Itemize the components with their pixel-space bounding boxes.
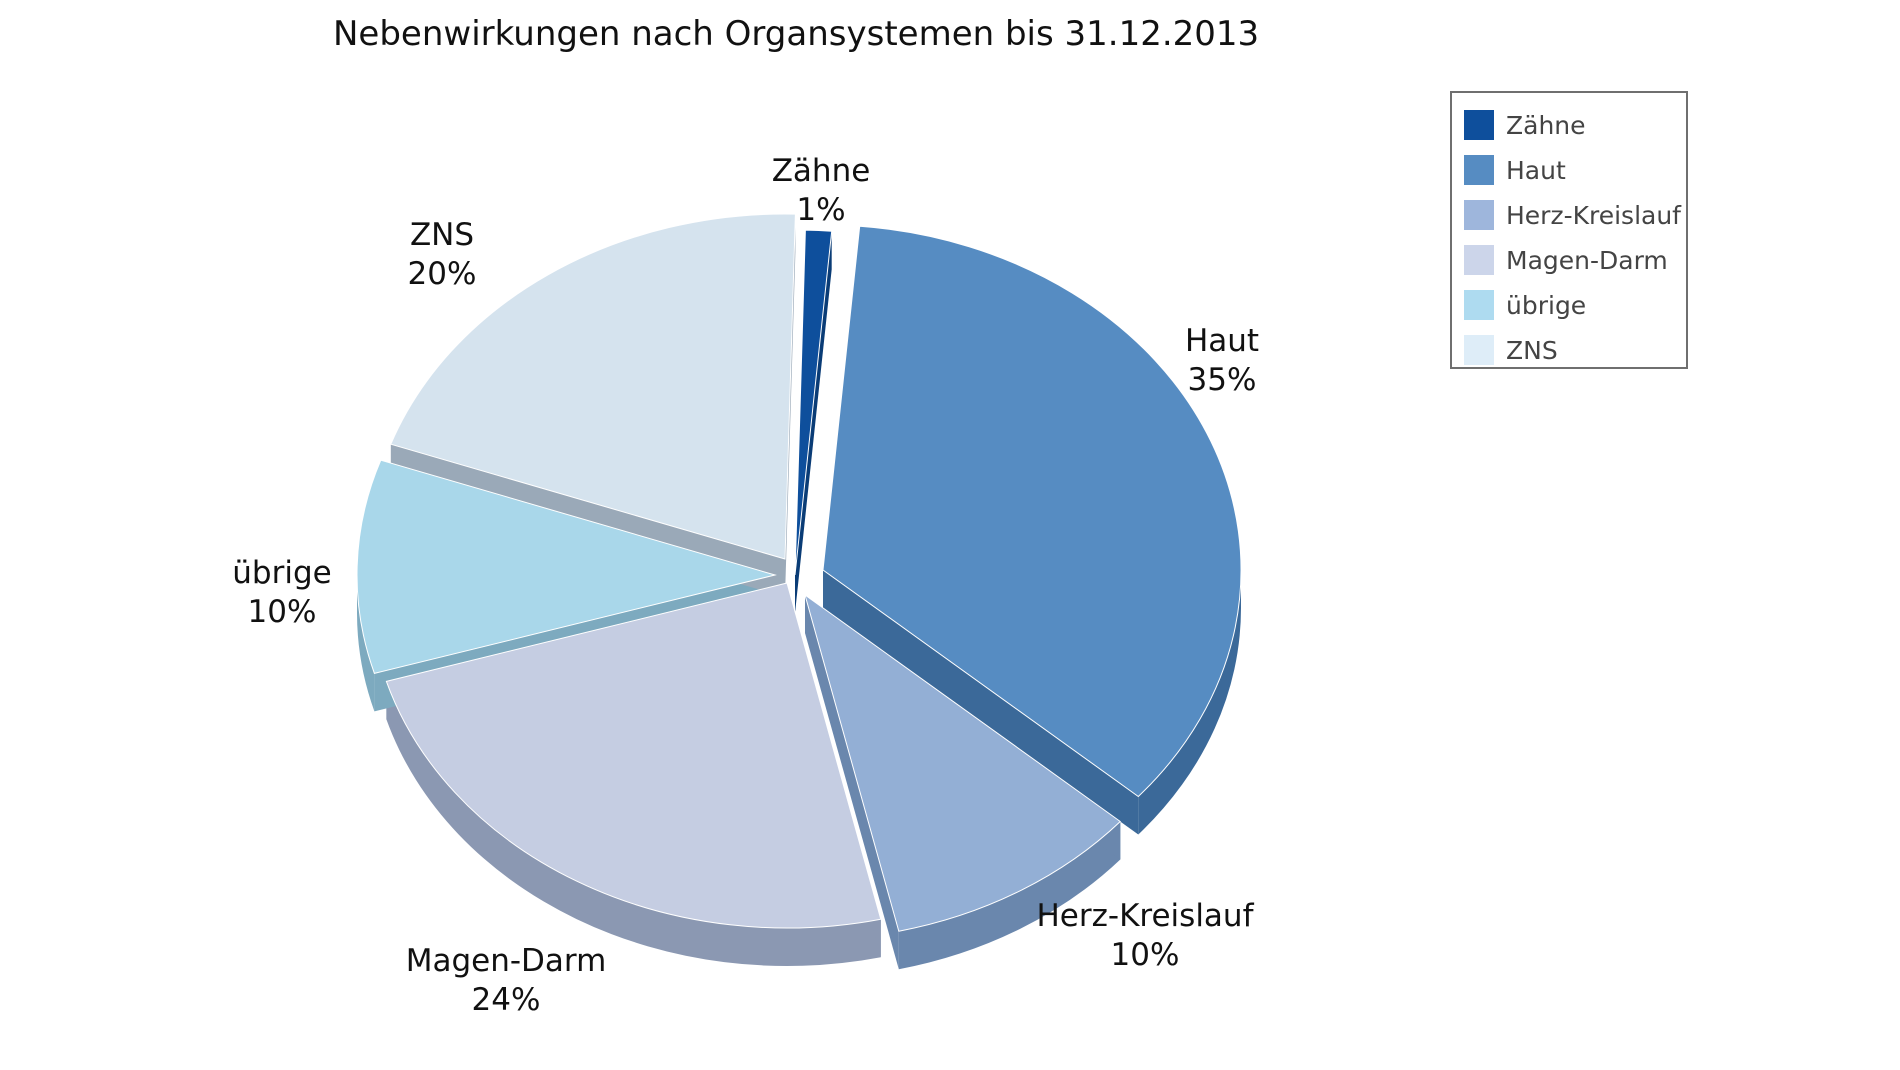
slice-label-zns: ZNS 20% <box>312 216 572 294</box>
legend-label-uebrige: übrige <box>1506 290 1587 320</box>
legend-label-zaehne: Zähne <box>1506 110 1586 140</box>
legend-item-herz-kreislauf: Herz-Kreislauf <box>1464 197 1681 233</box>
chart-title: Nebenwirkungen nach Organsystemen bis 31… <box>333 14 1260 54</box>
slice-label-uebrige-name: übrige <box>232 555 332 591</box>
slice-label-haut: Haut 35% <box>1092 322 1352 400</box>
pie-tops <box>356 213 1242 932</box>
slice-label-magen-darm-value: 24% <box>471 982 541 1018</box>
slice-label-haut-name: Haut <box>1184 323 1260 359</box>
pie-slice-zns <box>390 213 796 560</box>
legend-item-zns: ZNS <box>1464 332 1558 368</box>
legend-label-zns: ZNS <box>1506 335 1558 365</box>
slice-label-zaehne: Zähne 1% <box>691 152 951 230</box>
pie-slice-edge-zaehne-1 <box>795 231 832 614</box>
legend-item-magen-darm: Magen-Darm <box>1464 242 1668 278</box>
slice-label-zaehne-value: 1% <box>796 192 846 228</box>
pie-slice-edge-haut-1 <box>823 570 1139 835</box>
pie-slice-side-haut <box>1138 570 1241 835</box>
pie-slice-magen-darm <box>385 582 882 929</box>
slice-label-uebrige-value: 10% <box>247 594 317 630</box>
pie-slice-side-herz-kreislauf <box>898 821 1121 970</box>
legend-label-magen-darm: Magen-Darm <box>1506 245 1668 275</box>
legend: Zähne Haut Herz-Kreislauf Magen-Darm übr… <box>1450 91 1688 369</box>
pie-slice-zaehne <box>794 229 833 576</box>
slice-label-herz-kreislauf-value: 10% <box>1110 937 1180 973</box>
legend-swatch-herz-kreislauf <box>1464 200 1494 230</box>
pie-slice-herz-kreislauf <box>804 593 1122 932</box>
pie-slice-haut <box>822 225 1242 798</box>
pie-slice-side-magen-darm <box>386 681 881 966</box>
legend-item-uebrige: übrige <box>1464 287 1586 323</box>
slice-label-zns-name: ZNS <box>409 217 475 253</box>
slice-label-herz-kreislauf: Herz-Kreislauf 10% <box>1015 897 1275 975</box>
pie-slice-edge-herz-kreislauf-1 <box>805 595 899 970</box>
pie-slice-uebrige <box>356 459 777 674</box>
slice-label-zns-value: 20% <box>407 256 477 292</box>
slice-label-haut-value: 35% <box>1187 362 1257 398</box>
slice-label-uebrige: übrige 10% <box>152 554 412 632</box>
slice-label-magen-darm-name: Magen-Darm <box>405 943 607 979</box>
legend-swatch-zns <box>1464 335 1494 365</box>
slice-label-herz-kreislauf-name: Herz-Kreislauf <box>1036 898 1254 934</box>
legend-item-haut: Haut <box>1464 152 1566 188</box>
legend-swatch-haut <box>1464 155 1494 185</box>
pie-slice-side-uebrige <box>357 575 375 712</box>
slice-label-zaehne-name: Zähne <box>771 153 871 189</box>
legend-label-herz-kreislauf: Herz-Kreislauf <box>1506 200 1681 230</box>
legend-item-zaehne: Zähne <box>1464 107 1586 143</box>
legend-label-haut: Haut <box>1506 155 1566 185</box>
legend-swatch-magen-darm <box>1464 245 1494 275</box>
legend-swatch-zaehne <box>1464 110 1494 140</box>
legend-swatch-uebrige <box>1464 290 1494 320</box>
slice-label-magen-darm: Magen-Darm 24% <box>376 942 636 1020</box>
